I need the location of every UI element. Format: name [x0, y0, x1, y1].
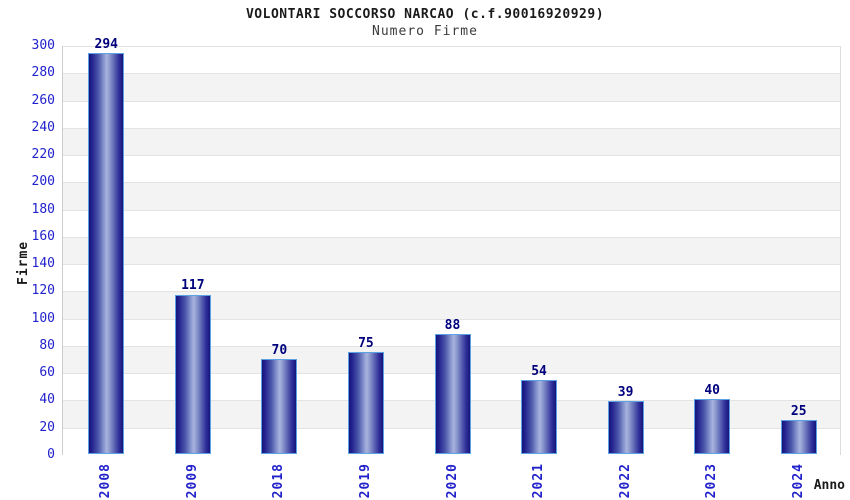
bar-value-label: 40 [704, 383, 720, 399]
y-tick-label: 260 [31, 92, 55, 108]
grid-band [63, 209, 840, 237]
grid-band [63, 182, 840, 210]
bar [694, 399, 731, 454]
bar-value-label: 75 [358, 335, 374, 351]
grid-band [63, 264, 840, 292]
bar-value-label: 70 [271, 342, 288, 358]
grid-band [63, 73, 840, 101]
grid-band [63, 155, 840, 183]
x-tick-label: 2009 [184, 463, 200, 499]
bar [174, 294, 211, 454]
y-tick-label: 120 [31, 283, 55, 299]
y-tick-label: 20 [39, 419, 55, 435]
bar-value-label: 54 [531, 364, 547, 380]
y-tick-label: 200 [31, 174, 55, 190]
bar [607, 400, 644, 454]
y-tick-label: 220 [31, 147, 55, 163]
y-tick-label: 180 [31, 201, 55, 217]
x-tick-label: 2024 [790, 463, 806, 499]
bar [521, 380, 558, 454]
x-tick-label: 2021 [531, 463, 547, 499]
x-tick-label: 2008 [98, 463, 114, 499]
y-tick-label: 280 [31, 65, 55, 81]
x-axis-label: Anno [813, 478, 845, 493]
bar-value-label: 88 [444, 318, 461, 334]
bar-value-label: 117 [181, 278, 205, 294]
plot-area: 0 20 40 60 80 100 120 140 160 180 200 220 240 260 280 3… [32, 37, 841, 498]
grid-band [63, 127, 840, 156]
bar [780, 419, 817, 454]
x-tick-label: 2023 [704, 463, 720, 499]
y-tick-label: 240 [31, 119, 55, 135]
y-tick-label: 300 [31, 38, 55, 53]
x-tick-label: 2022 [617, 463, 633, 499]
x-tick-label: 2018 [271, 463, 287, 499]
y-axis-label: Firme [16, 240, 31, 285]
chart-subtitle: Numero Firme [372, 24, 478, 39]
grid-band [63, 236, 840, 265]
bar [434, 334, 471, 454]
x-tick-label: 2020 [444, 463, 460, 499]
y-tick-label: 60 [39, 365, 55, 381]
y-tick-label: 40 [39, 392, 55, 408]
grid-band [63, 46, 840, 74]
bar-value-label: 25 [790, 403, 807, 419]
bar-value-label: 294 [94, 37, 118, 53]
bar [88, 53, 125, 454]
chart-title: VOLONTARI SOCCORSO NARCAO (c.f.900169209… [245, 7, 605, 22]
y-tick-label: 0 [47, 447, 55, 462]
y-tick-label: 100 [31, 310, 55, 326]
y-tick-label: 160 [31, 228, 55, 244]
bar [261, 358, 298, 454]
y-tick-label: 80 [39, 337, 55, 353]
bar-value-label: 39 [617, 384, 634, 400]
grid-band [63, 100, 840, 128]
bar [347, 351, 384, 454]
y-tick-label: 140 [31, 256, 55, 272]
x-tick-label: 2019 [357, 463, 373, 499]
